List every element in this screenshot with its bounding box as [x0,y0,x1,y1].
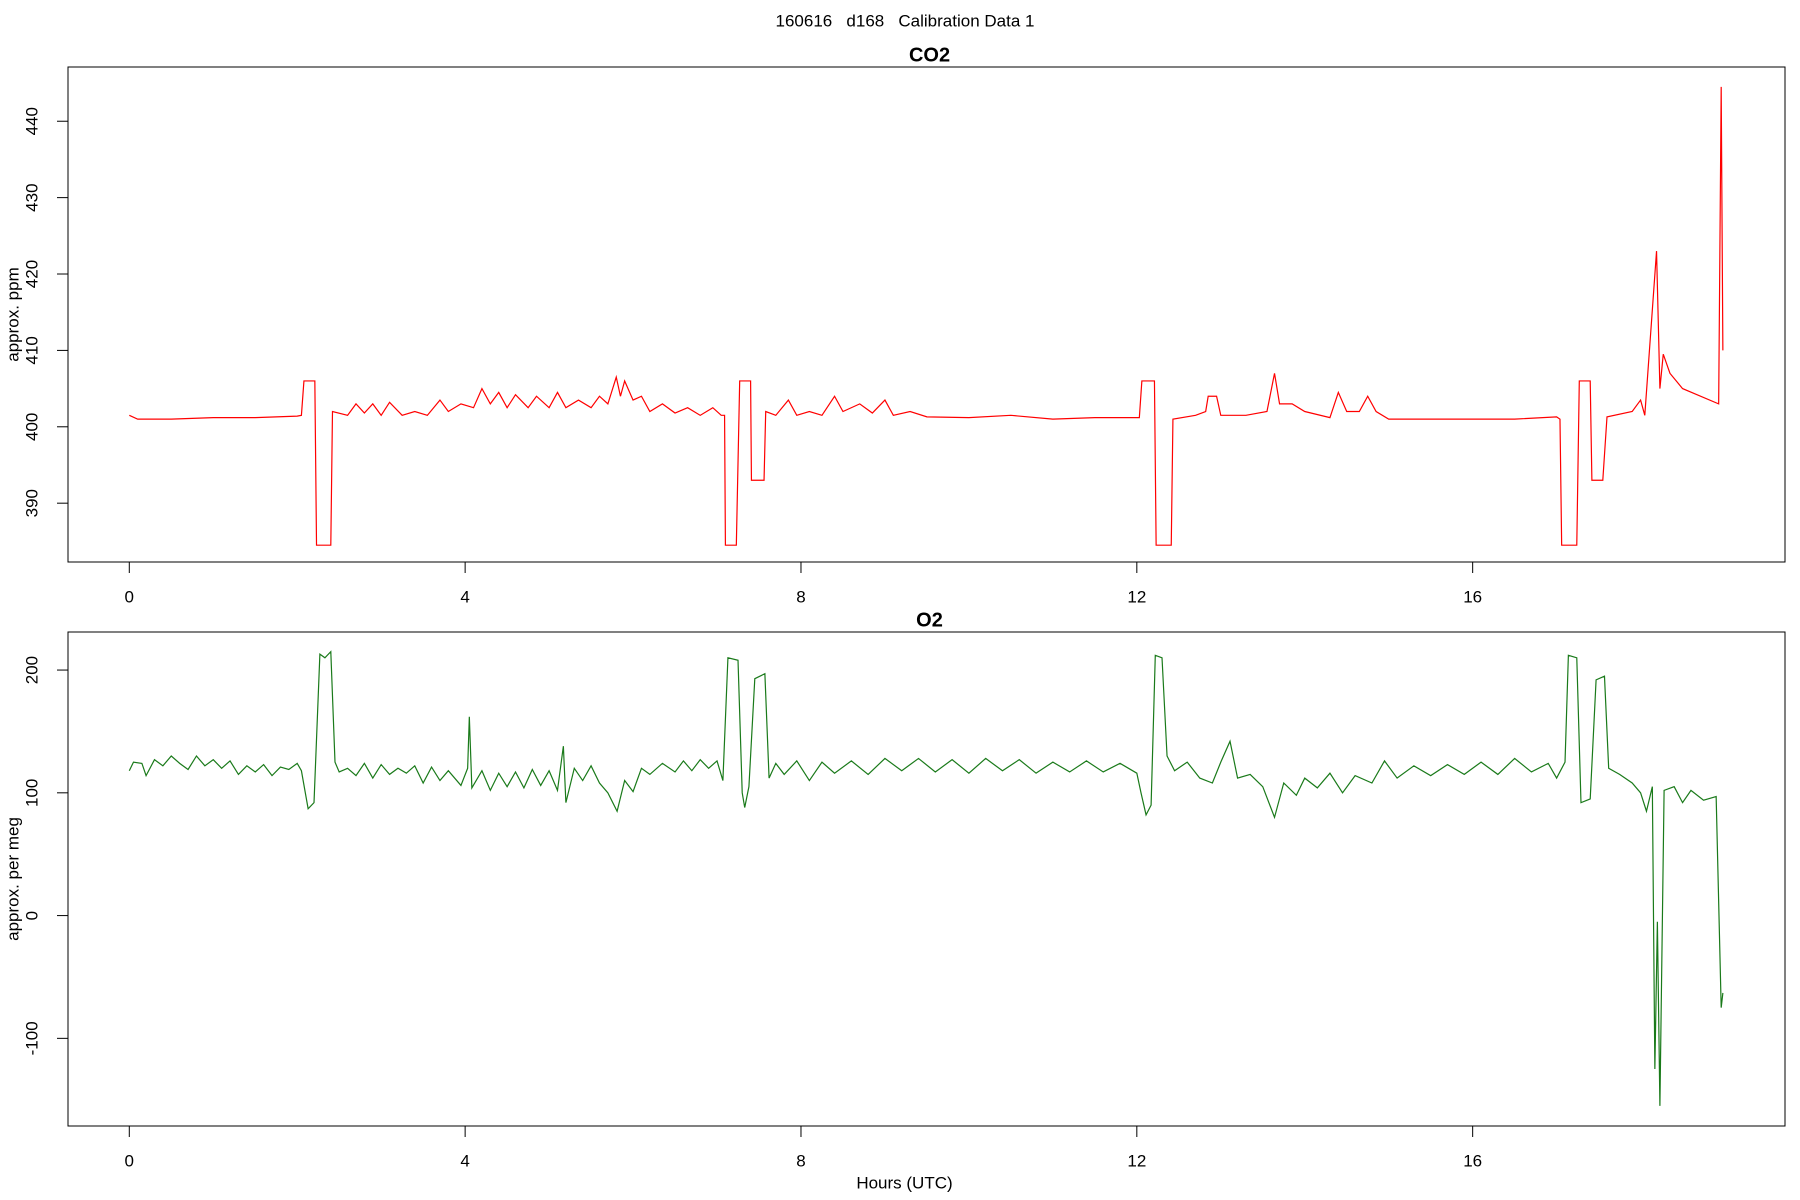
x-tick-label: 8 [796,1151,805,1170]
plot-frame [67,66,1786,563]
plot-frame [67,631,1786,1127]
x-tick-label: 12 [1127,1151,1146,1170]
x-tick-label: 16 [1463,587,1482,606]
panel-title: CO2 [909,44,950,66]
y-tick-label: 200 [22,656,41,684]
y-axis-label: approx. ppm [3,267,22,362]
x-tick-label: 0 [125,587,134,606]
y-tick-label: 430 [22,183,41,211]
y-tick-label: 420 [22,260,41,288]
x-tick-label: 4 [460,587,469,606]
x-tick-label: 8 [796,587,805,606]
x-axis-label: Hours (UTC) [856,1173,952,1192]
y-tick-label: 100 [22,779,41,807]
y-tick-label: -100 [22,1021,41,1055]
y-tick-label: 410 [22,336,41,364]
y-axis-label: approx. per meg [3,817,22,941]
x-tick-label: 12 [1127,587,1146,606]
panel-title: O2 [916,609,943,631]
figure-title: 160616 d168 Calibration Data 1 [776,11,1035,30]
x-tick-label: 0 [125,1151,134,1170]
x-tick-label: 4 [460,1151,469,1170]
y-tick-label: 390 [22,489,41,517]
y-tick-label: 440 [22,107,41,135]
y-tick-label: 0 [22,911,41,920]
data-line [128,650,1724,1106]
x-tick-label: 16 [1463,1151,1482,1170]
data-line [129,86,1724,546]
y-tick-label: 400 [22,413,41,441]
